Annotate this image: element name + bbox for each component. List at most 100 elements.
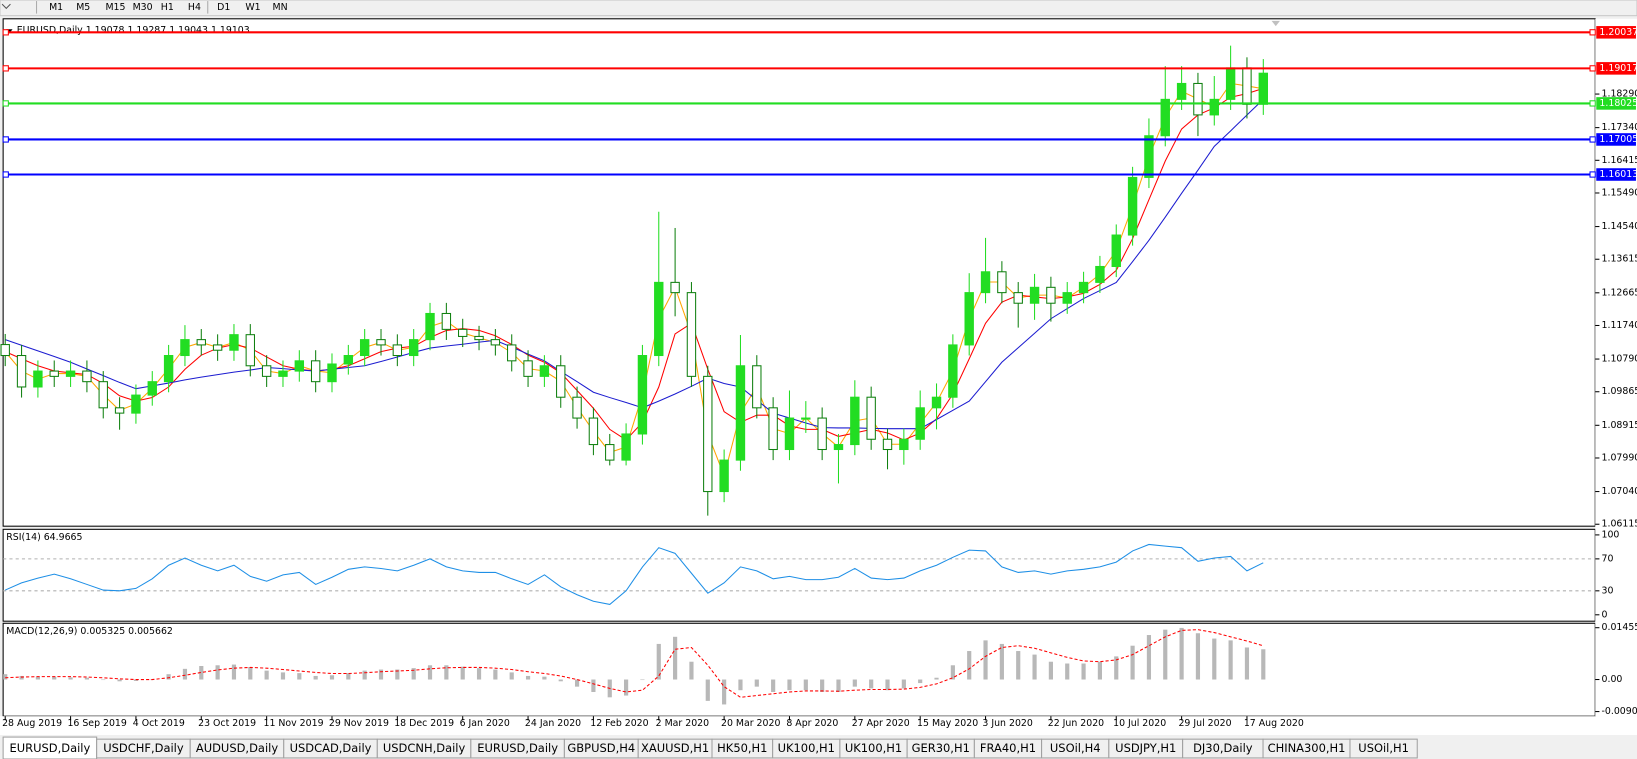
candle-body: [1193, 82, 1203, 116]
candle-body: [245, 334, 255, 367]
timeframe-button[interactable]: H4: [188, 2, 201, 13]
tab[interactable]: GBPUSD,H4: [563, 738, 639, 759]
tab[interactable]: USDCNH,Daily: [376, 738, 472, 759]
candle-body: [1095, 265, 1105, 283]
tab[interactable]: USDCHF,Daily: [96, 738, 191, 759]
y-tick-label: 0.014556: [1602, 622, 1637, 633]
tab-label[interactable]: UK100,H1: [778, 741, 835, 755]
level-anchor: [1589, 100, 1596, 107]
level-label-box: [1596, 26, 1636, 39]
level-anchor: [2, 65, 9, 72]
histogram-bar: [199, 665, 204, 680]
candle-body: [1160, 98, 1170, 137]
x-tick-label: 3 Jun 2020: [982, 718, 1032, 729]
timeframe-button[interactable]: M30: [133, 2, 153, 13]
tab-label[interactable]: UK100,H1: [845, 741, 902, 755]
tab-label[interactable]: AUDUSD,Daily: [196, 741, 278, 755]
candle-body: [98, 381, 108, 409]
candle-body: [82, 370, 92, 383]
tab[interactable]: GER30,H1: [906, 738, 975, 759]
tab-label[interactable]: USDCAD,Daily: [290, 741, 372, 755]
timeframe-button[interactable]: W1: [245, 2, 260, 13]
tab-label[interactable]: USDJPY,H1: [1115, 741, 1176, 755]
histogram-bar: [52, 676, 57, 680]
tab-label[interactable]: USDCHF,Daily: [103, 741, 184, 755]
tab[interactable]: USOil,H4: [1041, 738, 1110, 759]
tab-label[interactable]: CHINA300,H1: [1268, 741, 1346, 755]
price-pane: [2, 18, 1596, 527]
y-tick-label: 1.08915: [1602, 420, 1637, 431]
tab-label[interactable]: EURUSD,Daily: [10, 741, 91, 755]
tab[interactable]: UK100,H1: [839, 738, 908, 759]
tab[interactable]: DJ30,Daily: [1182, 738, 1264, 759]
chart-header: EURUSD,Daily 1.19078 1.19287 1.19043 1.1…: [17, 25, 250, 36]
candle-body: [637, 355, 648, 435]
level-label-box: [1596, 97, 1636, 110]
tab[interactable]: FRA40,H1: [973, 738, 1043, 759]
timeframe-button[interactable]: D1: [217, 2, 230, 13]
tab[interactable]: UK100,H1: [772, 738, 841, 759]
histogram-bar: [918, 679, 923, 684]
y-tick-label: 1.07990: [1602, 452, 1637, 463]
level-label-box: [1596, 168, 1636, 181]
timeframe-button[interactable]: M5: [76, 2, 90, 13]
candle-body: [16, 355, 27, 388]
candle-body: [343, 355, 354, 365]
tab[interactable]: USOil,H1: [1349, 738, 1418, 759]
candle-body: [507, 344, 517, 362]
y-tick-label: 0.00: [1602, 674, 1623, 685]
histogram-bar: [787, 679, 792, 691]
indicator-line: [5, 543, 1264, 605]
timeframe-button[interactable]: MN: [272, 2, 287, 13]
tab[interactable]: USDJPY,H1: [1108, 738, 1184, 759]
candle-body: [114, 407, 125, 414]
candle-body: [212, 344, 223, 351]
level-anchor: [1589, 136, 1596, 143]
tab-label[interactable]: DJ30,Daily: [1193, 741, 1253, 755]
histogram-bar: [1195, 633, 1201, 680]
tab-label[interactable]: GBPUSD,H4: [567, 741, 635, 755]
histogram-bar: [967, 651, 972, 680]
tab-label[interactable]: GER30,H1: [912, 741, 970, 755]
y-tick-label: 0: [1602, 609, 1608, 620]
tab-label[interactable]: USDCNH,Daily: [383, 741, 466, 755]
y-tick-label: 1.17340: [1602, 122, 1637, 133]
tab[interactable]: AUDUSD,Daily: [189, 738, 285, 759]
level-anchor: [1589, 65, 1596, 72]
histogram-bar: [35, 676, 40, 680]
shift-marker: [1271, 20, 1280, 27]
histogram-bar: [411, 668, 416, 680]
histogram-bar: [3, 674, 8, 680]
histogram-bar: [999, 643, 1004, 680]
tab-label[interactable]: USOil,H4: [1050, 741, 1101, 755]
tab-label[interactable]: EURUSD,Daily: [477, 741, 558, 755]
candle-body: [752, 365, 762, 409]
histogram-bar: [689, 661, 694, 680]
histogram-bar: [280, 672, 286, 680]
tab-label[interactable]: HK50,H1: [717, 741, 767, 755]
timeframe-button[interactable]: M15: [105, 2, 125, 13]
tab-label[interactable]: USOil,H1: [1358, 741, 1409, 755]
histogram-bar: [101, 679, 106, 681]
tab[interactable]: XAUUSD,H1: [637, 738, 713, 759]
histogram-bar: [395, 669, 400, 680]
candle-body: [1062, 292, 1072, 304]
y-tick-label: 1.09865: [1602, 386, 1637, 397]
tab[interactable]: USDCAD,Daily: [283, 738, 378, 759]
histogram-bar: [901, 679, 906, 689]
tab[interactable]: EURUSD,Daily: [470, 738, 565, 759]
y-tick-label: 1.12665: [1602, 287, 1637, 298]
timeframe-button[interactable]: H1: [161, 2, 174, 13]
tab[interactable]: EURUSD,Daily: [2, 736, 98, 759]
tab-label[interactable]: FRA40,H1: [980, 741, 1036, 755]
x-tick-label: 20 Mar 2020: [721, 718, 780, 729]
histogram-bar: [1261, 649, 1266, 680]
candle-body: [1258, 72, 1268, 105]
candle-body: [948, 344, 958, 398]
y-tick-label: 100: [1602, 529, 1620, 540]
candle-body: [65, 370, 76, 377]
tab[interactable]: HK50,H1: [711, 738, 774, 759]
tab[interactable]: CHINA300,H1: [1262, 738, 1351, 759]
tab-label[interactable]: XAUUSD,H1: [641, 741, 709, 755]
timeframe-button[interactable]: M1: [49, 2, 63, 13]
